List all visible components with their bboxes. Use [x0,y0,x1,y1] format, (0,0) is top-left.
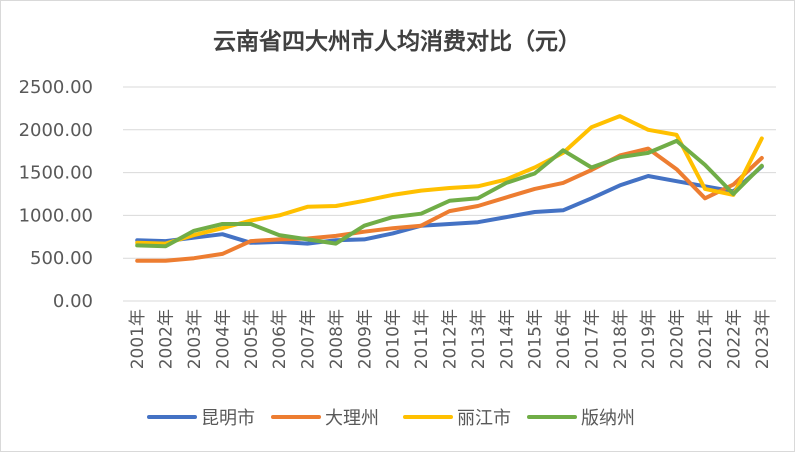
x-tick-label: 2018年 [611,309,631,369]
y-tick-label: 500.00 [30,248,93,269]
y-axis: 0.00 500.00 1000.00 1500.00 2000.00 2500.00 [19,77,93,312]
y-tick-label: 2000.00 [19,120,93,141]
legend-label: 大理州 [325,408,379,429]
x-tick-label: 2016年 [554,309,574,369]
gridlines [123,86,776,302]
x-tick-label: 2002年 [157,309,177,369]
x-tick-label: 2017年 [582,309,602,369]
x-tick-label: 2005年 [242,309,262,369]
x-tick-label: 2012年 [441,309,461,369]
chart-title: 云南省四大州市人均消费对比（元） [213,28,581,55]
x-tick-label: 2004年 [213,309,233,369]
x-tick-label: 2015年 [526,309,546,369]
x-tick-label: 2006年 [270,309,290,369]
legend-label: 版纳州 [581,408,635,429]
x-tick-label: 2020年 [668,309,688,369]
x-tick-label: 2008年 [327,309,347,369]
y-tick-label: 1000.00 [19,205,93,226]
x-tick-label: 2019年 [639,309,659,369]
x-tick-label: 2009年 [355,309,375,369]
legend-label: 昆明市 [201,408,255,429]
x-axis: 2001年 2002年 2003年 2004年 2005年 2006年 2007年 2008年… [128,309,773,369]
y-tick-label: 2500.00 [19,77,93,98]
x-tick-label: 2013年 [469,309,489,369]
x-tick-label: 2003年 [185,309,205,369]
series-line-2 [135,146,764,263]
x-tick-label: 2023年 [753,309,773,369]
x-tick-label: 2001年 [128,309,148,369]
y-tick-label: 1500.00 [19,163,93,184]
x-tick-label: 2014年 [497,309,517,369]
x-tick-label: 2011年 [412,309,432,369]
x-tick-label: 2010年 [384,309,404,369]
legend: 昆明市 大理州 丽江市 版纳州 [147,408,635,429]
series-line-4 [135,138,764,249]
series-line-1 [135,164,764,246]
y-tick-label: 0.00 [53,291,93,312]
legend-label: 丽江市 [457,408,511,429]
x-tick-label: 2022年 [724,309,744,369]
x-tick-label: 2021年 [696,309,716,369]
x-tick-label: 2007年 [299,309,319,369]
series-lines [135,114,764,263]
